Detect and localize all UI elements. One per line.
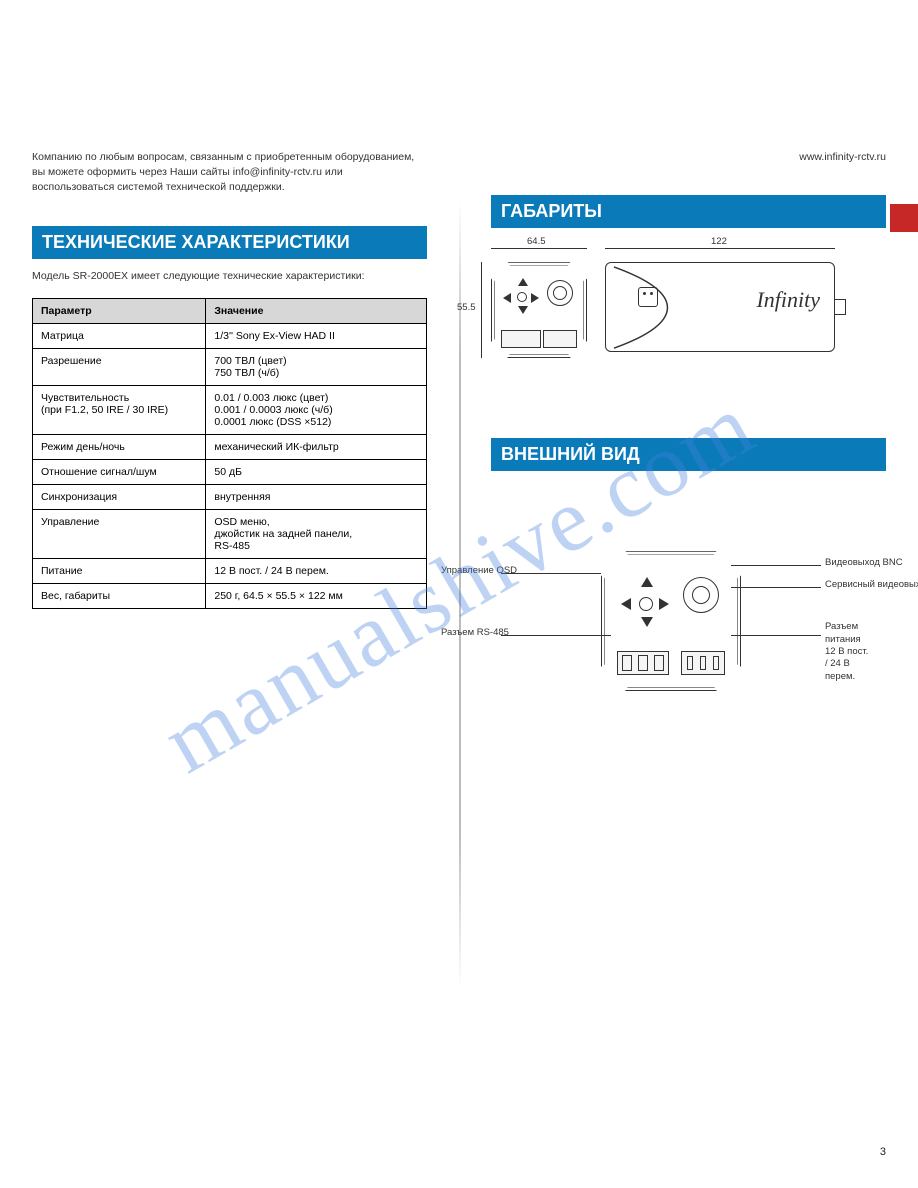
table-row: Синхронизациявнутренняя [33,484,427,509]
cell-value: 700 ТВЛ (цвет) 750 ТВЛ (ч/б) [206,348,427,385]
table-row: Вес, габариты250 г, 64.5 × 55.5 × 122 мм [33,583,427,608]
dim-width: 64.5 [527,236,546,247]
th-param: Параметр [33,298,206,323]
section-subtitle-specs: Модель SR-2000EX имеет следующие техниче… [32,269,427,284]
section-title-dimensions: ГАБАРИТЫ [491,195,886,228]
table-header-row: Параметр Значение [33,298,427,323]
cell-value: внутренняя [206,484,427,509]
callout-joystick: Управление OSD [441,565,517,576]
cell-param: Отношение сигнал/шум [33,459,206,484]
cell-value: 50 дБ [206,459,427,484]
callout-rs485: Разъем RS-485 [441,627,509,638]
cell-value: 0.01 / 0.003 люкс (цвет) 0.001 / 0.0003 … [206,385,427,434]
cell-value: 1/3'' Sony Ex-View HAD II [206,323,427,348]
callout-service: Сервисный видеовыход [825,579,918,590]
page-wrapper: Компанию по любым вопросам, связанным с … [0,0,918,1188]
table-row: Чувствительность (при F1.2, 50 IRE / 30 … [33,385,427,434]
table-row: Режим день/ночьмеханический ИК-фильтр [33,434,427,459]
cell-value: 250 г, 64.5 × 55.5 × 122 мм [206,583,427,608]
callout-power: Разъем питания 12 В пост. / 24 В перем. [825,621,871,683]
column-right: www.infinity-rctv.ru ГАБАРИТЫ 64.5 55.5 [459,0,918,1188]
table-row: УправлениеOSD меню, джойстик на задней п… [33,509,427,558]
section-title-exterior: ВНЕШНИЙ ВИД [491,438,886,471]
column-left: Компанию по любым вопросам, связанным с … [0,0,459,1188]
camera-side-view: 122 Infinity [605,248,835,358]
camera-body-outline [606,263,834,352]
table-row: Разрешение700 ТВЛ (цвет) 750 ТВЛ (ч/б) [33,348,427,385]
section-title-specs: ТЕХНИЧЕСКИЕ ХАРАКТЕРИСТИКИ [32,226,427,259]
cell-param: Управление [33,509,206,558]
dim-height: 55.5 [457,302,476,313]
dim-length: 122 [711,236,727,247]
th-value: Значение [206,298,427,323]
cell-value: 12 В пост. / 24 В перем. [206,558,427,583]
cell-param: Разрешение [33,348,206,385]
camera-back-small: 64.5 55.5 [491,248,587,358]
table-row: Питание12 В пост. / 24 В перем. [33,558,427,583]
site-url: www.infinity-rctv.ru [491,150,886,165]
cell-param: Режим день/ночь [33,434,206,459]
table-row: Отношение сигнал/шум50 дБ [33,459,427,484]
cell-value: OSD меню, джойстик на задней панели, RS-… [206,509,427,558]
dimensions-figure: 64.5 55.5 [491,248,886,358]
cell-param: Вес, габариты [33,583,206,608]
cell-param: Матрица [33,323,206,348]
intro-paragraph: Компанию по любым вопросам, связанным с … [32,150,427,196]
table-row: Матрица1/3'' Sony Ex-View HAD II [33,323,427,348]
specs-table: Параметр Значение Матрица1/3'' Sony Ex-V… [32,298,427,609]
callout-video: Видеовыход BNC [825,557,903,568]
page-number: 3 [880,1146,886,1158]
cell-param: Чувствительность (при F1.2, 50 IRE / 30 … [33,385,206,434]
cell-value: механический ИК-фильтр [206,434,427,459]
cell-param: Синхронизация [33,484,206,509]
back-panel-callouts: Управление OSD Разъем RS-485 Видеовыход … [491,481,871,721]
cell-param: Питание [33,558,206,583]
